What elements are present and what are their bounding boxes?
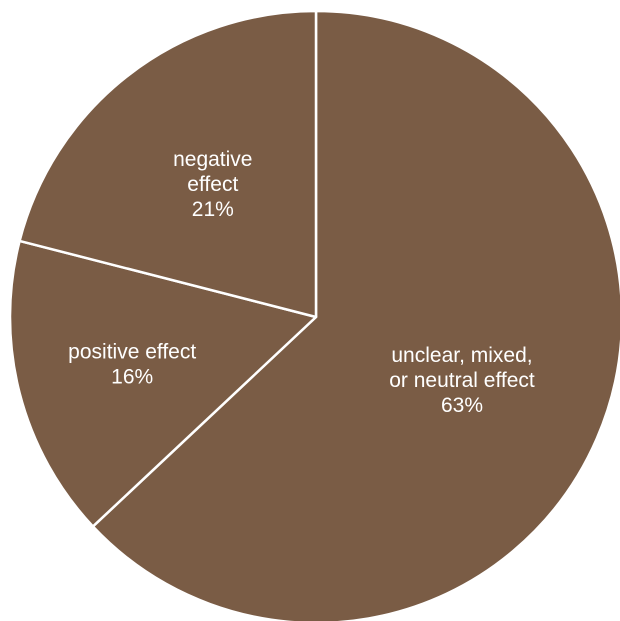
pie-slices xyxy=(8,9,620,621)
pie-slice-label-line: positive effect xyxy=(68,341,196,364)
pie-slice-0 xyxy=(91,9,620,621)
pie-slice-value: 21% xyxy=(192,198,234,221)
pie-slice-label-2: negative effect 21% xyxy=(173,148,252,221)
pie-slice-label-line: unclear, mixed, xyxy=(391,344,532,367)
pie-slice-label-0: unclear, mixed, or neutral effect 63% xyxy=(389,344,535,417)
pie-slice-2 xyxy=(18,9,318,319)
pie-slice-value: 16% xyxy=(111,366,153,389)
pie-labels: unclear, mixed, or neutral effect 63% posit… xyxy=(68,148,535,417)
pie-slice-value: 63% xyxy=(441,394,483,417)
pie-slice-label-line: negative xyxy=(173,148,252,171)
pie-slice-label-1: positive effect 16% xyxy=(68,341,196,389)
pie-slice-label-line: or neutral effect xyxy=(389,369,535,392)
pie-slice-1 xyxy=(8,239,318,528)
pie-slice-label-line: effect xyxy=(187,173,238,196)
